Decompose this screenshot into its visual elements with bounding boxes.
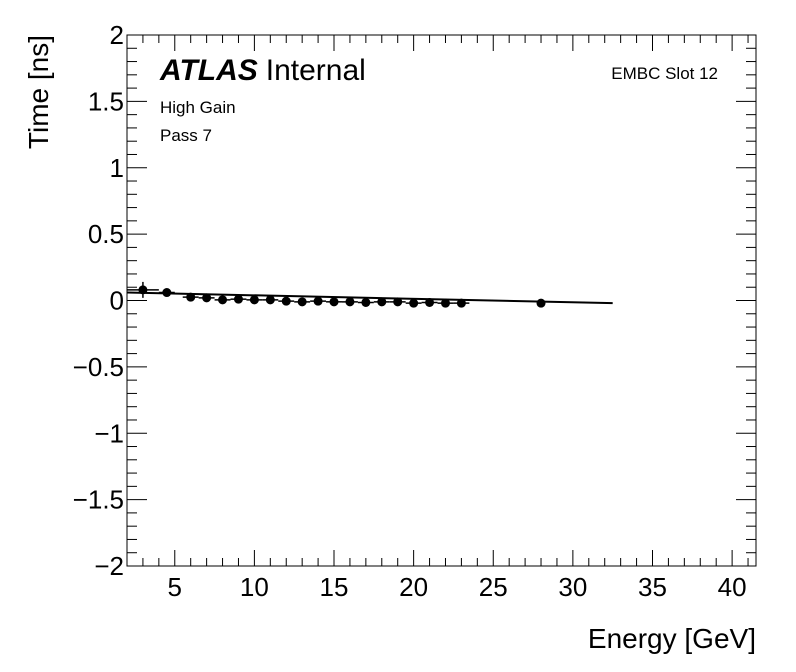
pass-annotation: Pass 7 <box>160 126 212 145</box>
x-tick-label: 35 <box>638 572 667 602</box>
data-point <box>297 297 307 307</box>
y-tick-label: 0 <box>110 286 124 316</box>
data-point <box>313 296 323 306</box>
data-point <box>265 295 275 305</box>
y-tick-label: −0.5 <box>73 352 124 382</box>
data-point <box>186 292 196 302</box>
data-point <box>329 297 339 307</box>
slot-annotation: EMBC Slot 12 <box>611 64 718 83</box>
data-marks <box>126 281 613 308</box>
data-point <box>233 294 243 304</box>
y-tick-label: −2 <box>94 551 124 581</box>
data-point <box>456 298 466 308</box>
y-tick-label: 1 <box>110 153 124 183</box>
data-point <box>281 296 291 306</box>
axis-ticks <box>126 34 756 567</box>
data-point <box>202 293 212 303</box>
data-point <box>162 288 172 298</box>
y-tick-label: −1 <box>94 418 124 448</box>
x-tick-label: 10 <box>240 572 269 602</box>
y-tick-label: 2 <box>110 20 124 50</box>
y-tick-label: −1.5 <box>73 485 124 515</box>
data-point <box>138 285 148 295</box>
atlas-label: ATLAS Internal <box>159 54 366 87</box>
data-point <box>536 298 546 308</box>
x-tick-label: 30 <box>558 572 587 602</box>
data-point <box>249 295 259 305</box>
data-point <box>409 298 419 308</box>
data-point <box>377 297 387 307</box>
atlas-label-internal: Internal <box>266 54 366 87</box>
x-tick-label: 40 <box>718 572 747 602</box>
atlas-label-bold: ATLAS <box>159 54 258 87</box>
x-axis-title: Energy [GeV] <box>588 623 756 654</box>
data-point <box>345 297 355 307</box>
x-tick-label: 5 <box>168 572 182 602</box>
tick-labels: 5 10 15 20 25 30 35 40 −2 −1.5 −1 −0.5 0 0.5 1 1.5 2 <box>73 20 747 602</box>
gain-annotation: High Gain <box>160 98 236 117</box>
data-point <box>425 297 435 307</box>
y-axis-title: Time [ns] <box>23 35 54 149</box>
data-point <box>393 297 403 307</box>
x-tick-label: 15 <box>320 572 349 602</box>
data-point <box>440 298 450 308</box>
x-tick-label: 25 <box>479 572 508 602</box>
y-tick-label: 0.5 <box>88 219 124 249</box>
data-point <box>361 297 371 307</box>
y-tick-label: 1.5 <box>88 86 124 116</box>
data-point <box>218 295 228 305</box>
x-tick-label: 20 <box>399 572 428 602</box>
